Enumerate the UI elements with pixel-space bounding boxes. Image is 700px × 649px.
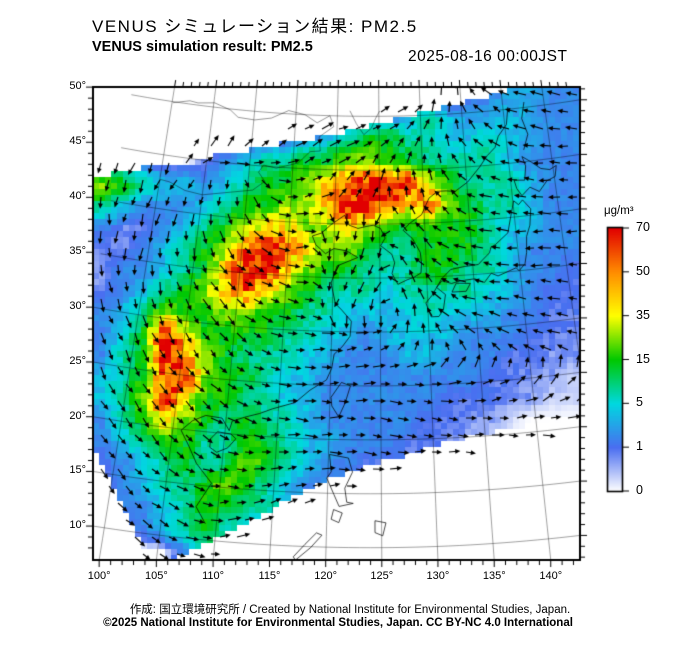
lon-tick-label: 110° [202,570,225,582]
lat-tick-label: 25° [69,354,86,367]
lat-tick-label: 45° [69,135,86,148]
lon-tick-label: 130° [426,570,450,582]
license-line: ©2025 National Institute for Environment… [103,617,573,629]
lon-tick-label: 115° [258,570,281,582]
credit-line: 作成: 国立環境研究所 / Created by National Instit… [129,604,571,616]
lon-tick-label: 140° [539,570,563,582]
colorbar-tick-label: 35 [636,307,650,322]
page-title-english: VENUS simulation result: PM2.5 [92,39,313,55]
lat-tick-label: 50° [69,80,86,93]
lon-tick-label: 125° [370,570,394,582]
lon-tick-label: 105° [144,570,168,582]
lon-tick-label: 120° [314,570,338,582]
lat-tick-label: 40° [69,190,86,203]
lat-tick-label: 30° [69,300,86,313]
page-title-japanese: VENUS シミュレーション結果: PM2.5 [92,17,418,36]
lat-tick-label: 20° [69,409,86,422]
colorbar-tick-label: 15 [636,351,650,366]
colorbar-tick-label: 50 [636,263,650,278]
lat-tick-label: 35° [69,245,86,258]
colorbar-tick-label: 70 [636,220,650,234]
timestamp: 2025-08-16 00:00JST [408,48,568,65]
colorbar-tick-label: 0 [636,483,643,497]
lat-tick-label: 10° [69,519,86,532]
colorbar-tick-label: 5 [636,395,643,410]
colorbar-tick-label: 1 [636,439,643,454]
lat-tick-label: 15° [69,464,86,477]
lon-tick-label: 100° [87,570,111,582]
colorbar-units-label: μg/m³ [604,205,634,217]
lon-tick-label: 135° [482,570,506,582]
